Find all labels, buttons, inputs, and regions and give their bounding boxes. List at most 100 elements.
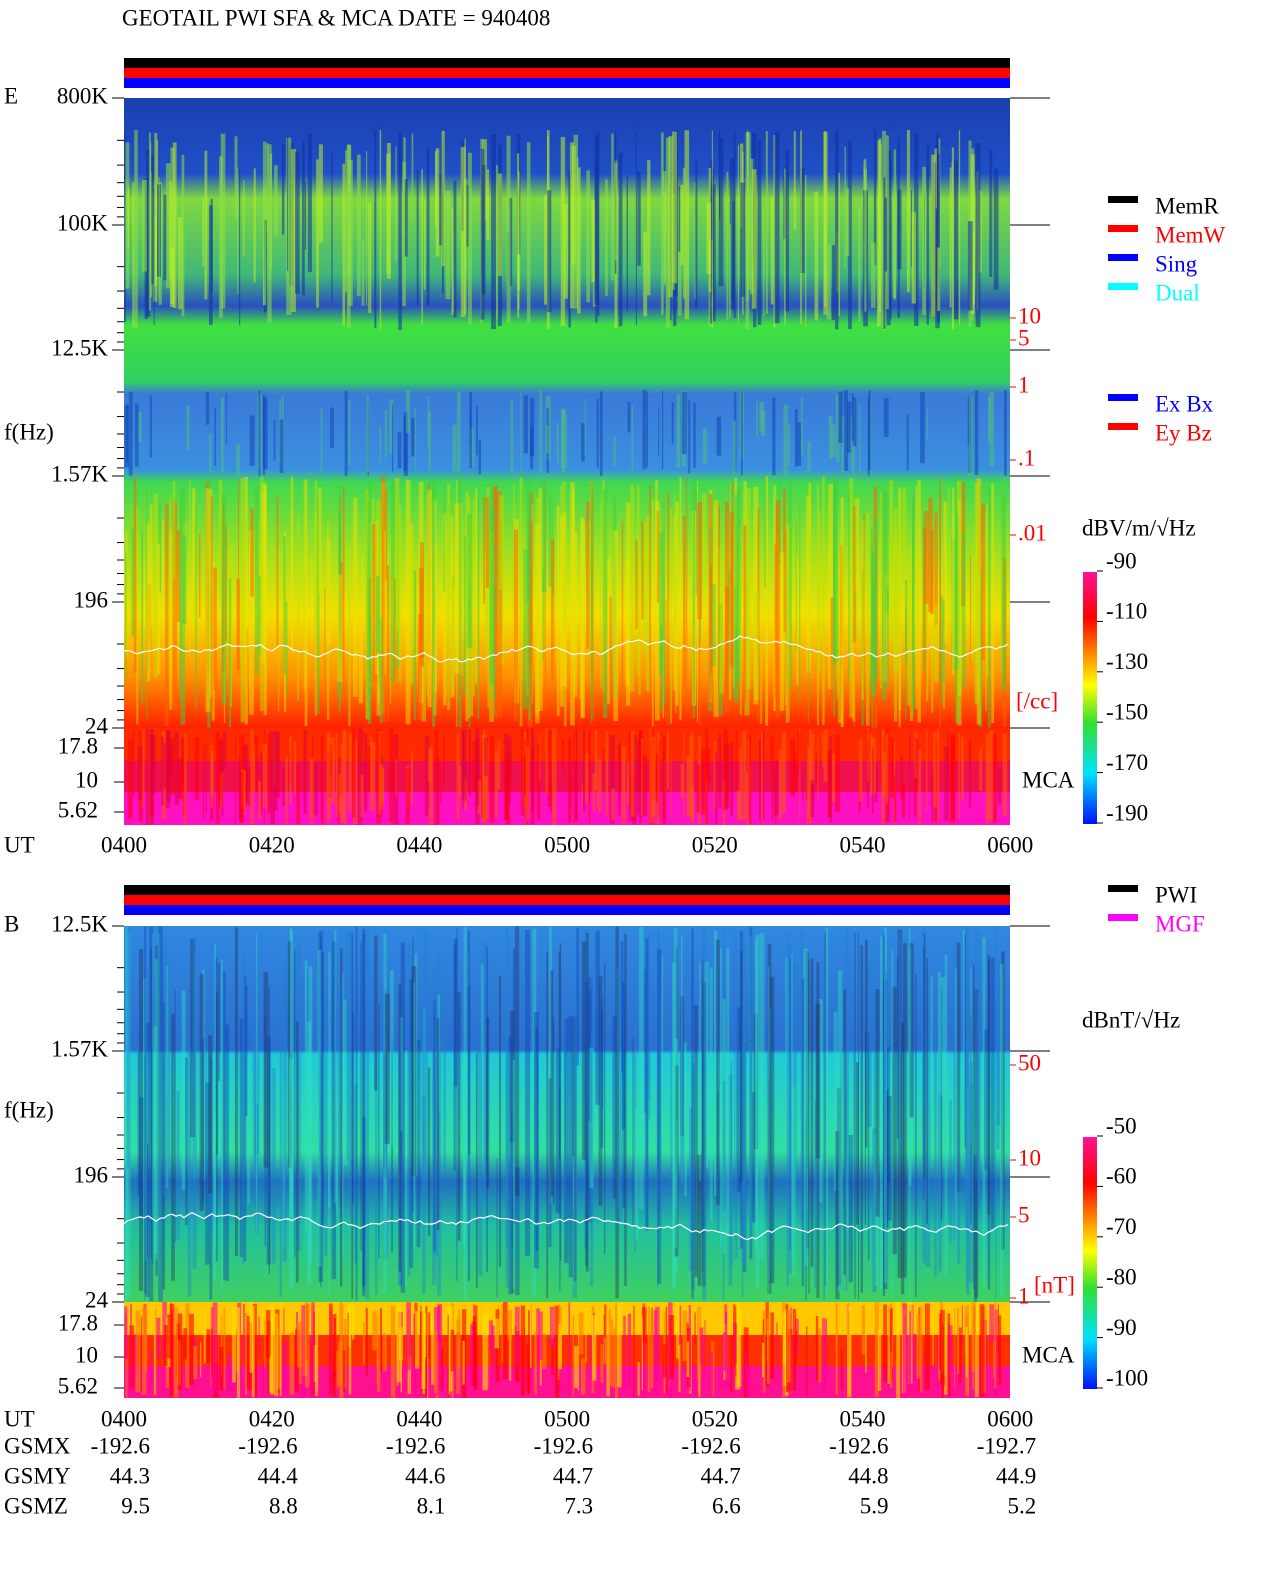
texture-stripe [771,779,774,820]
texture-stripe [182,535,187,625]
texture-stripe [933,606,939,682]
texture-stripe [736,1309,742,1388]
legend-swatch [1108,283,1138,290]
texture-stripe [825,927,829,1294]
texture-stripe [882,751,887,796]
texture-stripe [526,481,531,604]
texture-stripe [125,1358,128,1398]
texture-stripe [914,974,917,1298]
texture-stripe [274,165,278,237]
texture-stripe [390,970,394,1146]
texture-stripe [290,930,294,1218]
texture-stripe [591,200,595,283]
texture-stripe [824,932,826,1287]
texture-stripe [489,483,494,685]
texture-stripe [279,1302,282,1396]
texture-stripe [807,646,809,723]
texture-stripe [883,1304,888,1382]
texture-stripe [965,1326,968,1378]
texture-stripe [161,520,164,630]
texture-stripe [192,938,197,1269]
orbit-value: 44.3 [110,1463,150,1488]
texture-stripe [383,933,387,1294]
texture-stripe [342,1350,346,1392]
texture-stripe [621,746,626,824]
texture-stripe [684,1041,687,1197]
texture-stripe [958,130,961,325]
texture-stripe [853,506,856,727]
texture-stripe [853,979,855,1194]
texture-stripe [674,1065,679,1257]
texture-stripe [618,153,623,327]
texture-stripe [295,1311,298,1353]
texture-stripe [514,1306,520,1365]
texture-stripe [941,987,943,1222]
texture-stripe [926,406,929,441]
texture-stripe [735,961,738,1259]
texture-stripe [677,190,682,316]
texture-stripe [728,1074,733,1286]
texture-stripe [624,934,627,1286]
texture-stripe [482,733,487,823]
texture-stripe [616,968,619,1219]
texture-stripe [835,734,840,812]
texture-stripe [185,1057,188,1226]
texture-stripe [183,1328,188,1360]
texture-stripe [361,240,365,306]
texture-stripe [347,144,352,275]
texture-stripe [736,790,741,821]
texture-stripe [485,743,489,820]
texture-stripe [581,941,586,1160]
texture-stripe [533,1012,539,1269]
texture-stripe [970,580,974,662]
texture-stripe [926,145,929,325]
texture-stripe [676,1302,680,1359]
legend-label: Dual [1155,280,1200,305]
texture-stripe [776,1322,778,1372]
texture-stripe [828,415,833,459]
texture-stripe [643,231,648,317]
orbit-value: 44.9 [996,1463,1036,1488]
texture-stripe [372,524,377,682]
texture-stripe [656,732,660,825]
texture-stripe [786,933,789,1286]
texture-stripe [845,1081,847,1218]
texture-stripe [258,576,262,656]
texture-stripe [974,989,979,1299]
texture-stripe [770,1312,774,1379]
texture-stripe [426,147,430,306]
texture-stripe [688,399,691,474]
texture-stripe [268,986,270,1274]
texture-stripe [643,521,648,653]
texture-stripe [494,750,498,818]
texture-stripe [961,532,966,689]
texture-stripe [294,949,296,1257]
x-tick-label: 0520 [692,1406,738,1431]
texture-stripe [157,933,161,1276]
texture-stripe [528,493,531,721]
texture-stripe [398,984,402,1272]
texture-stripe [361,556,363,703]
texture-stripe [690,732,694,823]
texture-stripe [995,926,997,1299]
texture-stripe [219,737,223,800]
x-tick-label: 0500 [544,832,590,857]
texture-stripe [716,1090,720,1231]
texture-stripe [713,930,718,1196]
texture-stripe [146,524,151,682]
texture-stripe [611,788,615,820]
texture-stripe [253,168,256,283]
texture-stripe [357,728,363,825]
texture-stripe [433,1055,439,1256]
texture-stripe [669,1315,675,1379]
texture-stripe [198,533,201,618]
x-axis-label: UT [4,832,35,857]
texture-stripe [574,1346,579,1389]
texture [124,926,1005,1398]
texture-stripe [567,738,572,823]
texture-stripe [176,1090,180,1241]
texture-stripe [546,951,549,1299]
texture-stripe [897,189,902,270]
texture-stripe [835,1131,840,1300]
texture-stripe [304,1302,310,1388]
